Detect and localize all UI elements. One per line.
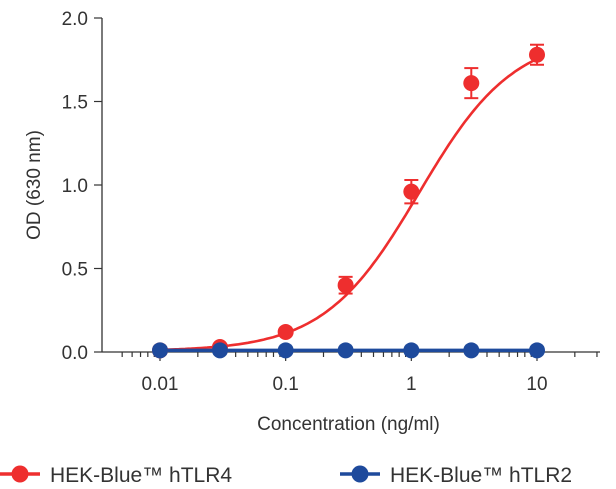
- data-point: [211, 342, 228, 359]
- x-tick-label: 0.01: [142, 374, 179, 395]
- x-tick-label: 10: [526, 374, 547, 395]
- y-tick-label: 0.5: [62, 260, 88, 281]
- y-tick-label: 0.0: [62, 343, 88, 364]
- fit-curves: [159, 57, 538, 353]
- data-point: [529, 342, 545, 359]
- data-points: [152, 43, 545, 359]
- legend-label: HEK-Blue™ hTLR2: [390, 464, 572, 487]
- data-point: [463, 75, 480, 92]
- x-tick-label: 0.1: [272, 374, 298, 395]
- data-point: [403, 183, 420, 200]
- x-ticks: 0.01 0.1 1 10: [121, 352, 598, 395]
- data-point: [337, 342, 354, 359]
- data-point: [337, 277, 354, 294]
- data-point: [529, 46, 545, 63]
- legend-marker: [11, 465, 29, 483]
- legend-label: HEK-Blue™ hTLR4: [50, 464, 232, 487]
- data-point: [152, 342, 168, 359]
- data-point: [277, 342, 294, 359]
- legend-marker: [351, 465, 369, 483]
- y-tick-label: 2.0: [62, 9, 88, 30]
- x-tick-label: 1: [406, 374, 417, 395]
- y-tick-label: 1.0: [62, 176, 88, 197]
- x-axis-title: Concentration (ng/ml): [257, 414, 440, 435]
- data-point: [403, 342, 420, 359]
- y-ticks: 0.0 0.5 1.0 1.5 2.0: [62, 9, 102, 364]
- legend-item: HEK-Blue™ hTLR4: [0, 464, 232, 487]
- y-tick-label: 1.5: [62, 93, 88, 114]
- y-axis-title: OD (630 nm): [24, 130, 45, 240]
- legend: HEK-Blue™ hTLR4 HEK-Blue™ hTLR2: [0, 464, 572, 487]
- axes: [101, 18, 600, 353]
- data-point: [463, 342, 480, 359]
- fit-curve: [159, 57, 538, 352]
- data-point: [277, 323, 294, 340]
- legend-item: HEK-Blue™ hTLR2: [340, 464, 572, 487]
